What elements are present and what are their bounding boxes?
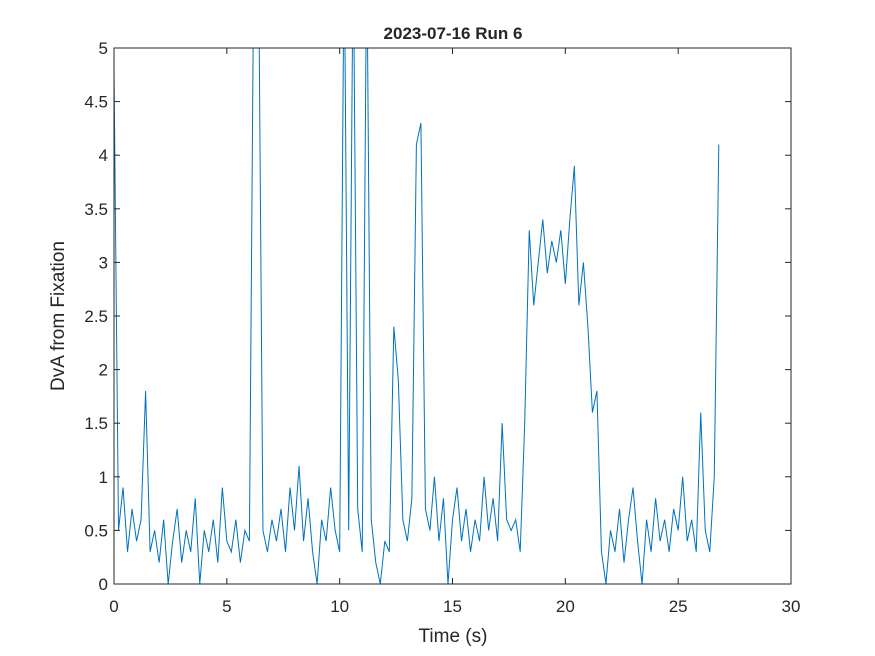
y-tick-label: 3 bbox=[99, 253, 108, 272]
y-tick-label: 2 bbox=[99, 361, 108, 380]
x-tick-label: 15 bbox=[443, 597, 462, 616]
y-tick-label: 0.5 bbox=[84, 521, 108, 540]
x-tick-label: 20 bbox=[556, 597, 575, 616]
y-tick-label: 5 bbox=[99, 39, 108, 58]
y-tick-label: 1 bbox=[99, 468, 108, 487]
data-line bbox=[114, 48, 720, 584]
y-tick-label: 1.5 bbox=[84, 414, 108, 433]
x-tick-label: 0 bbox=[109, 597, 118, 616]
y-tick-label: 3.5 bbox=[84, 200, 108, 219]
x-axis-label: Time (s) bbox=[419, 626, 488, 647]
x-tick-label: 10 bbox=[330, 597, 349, 616]
y-tick-label: 4.5 bbox=[84, 93, 108, 112]
x-tick-label: 25 bbox=[669, 597, 688, 616]
y-tick-label: 2.5 bbox=[84, 307, 108, 326]
chart-title: 2023-07-16 Run 6 bbox=[384, 24, 523, 43]
x-tick-label: 30 bbox=[782, 597, 801, 616]
y-tick-label: 0 bbox=[99, 575, 108, 594]
y-tick-label: 4 bbox=[99, 146, 108, 165]
plot-area bbox=[114, 48, 791, 584]
x-tick-label: 5 bbox=[222, 597, 231, 616]
y-axis-label: DvA from Fixation bbox=[48, 241, 69, 391]
